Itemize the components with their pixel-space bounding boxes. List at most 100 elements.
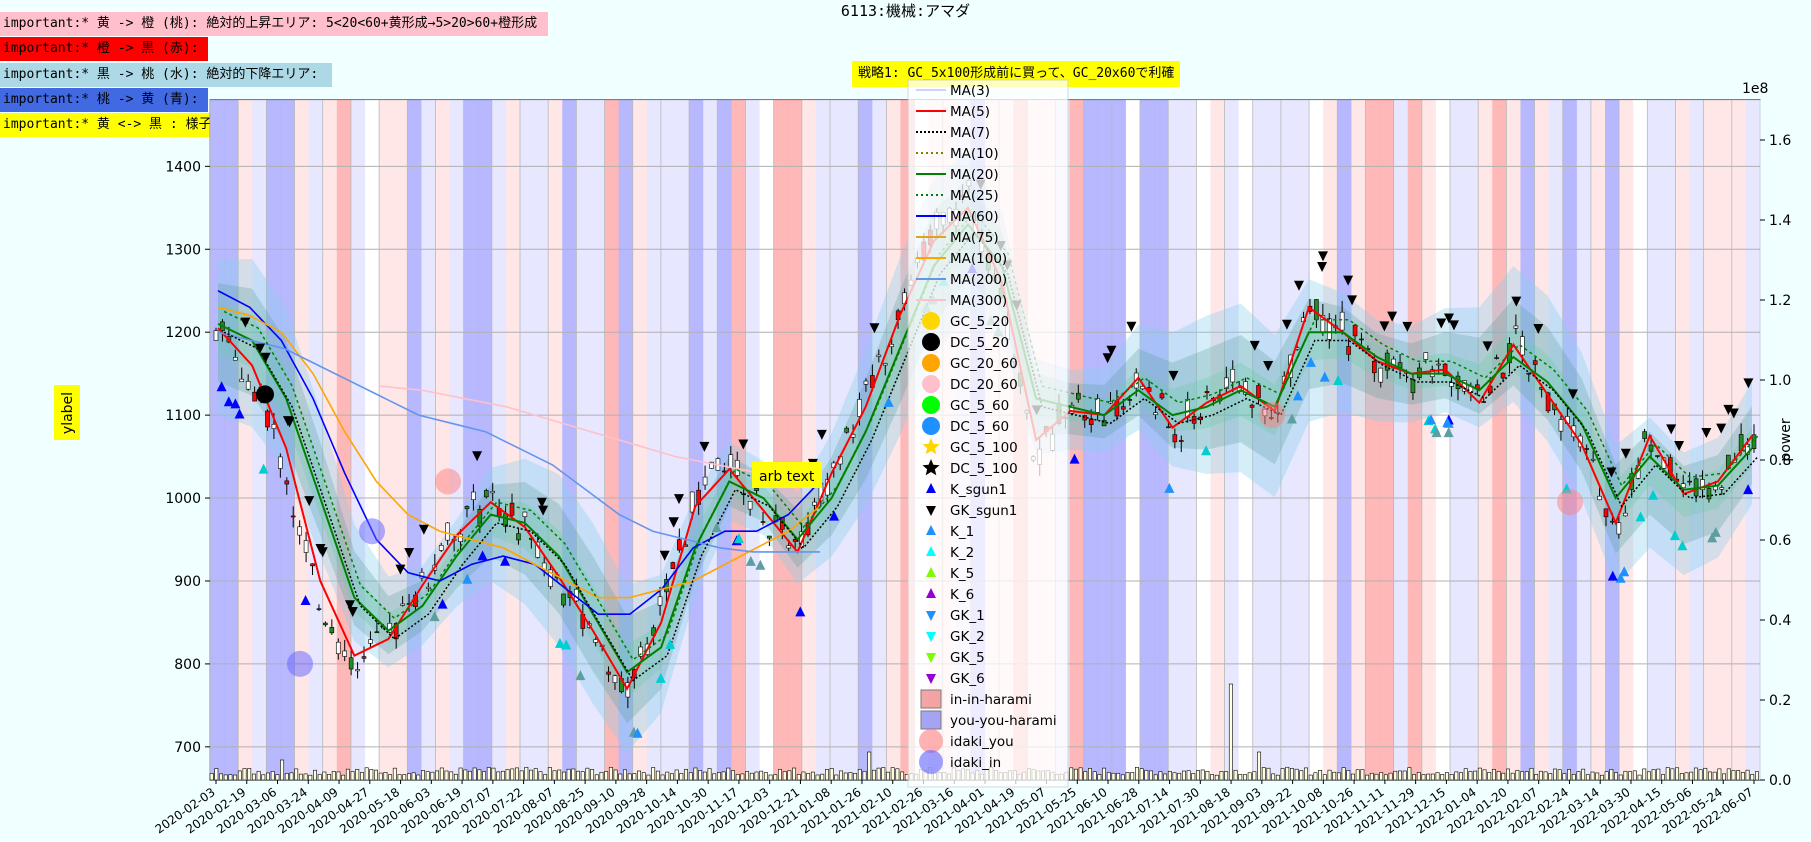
volume-bar: [1670, 768, 1675, 781]
gk-marker: [674, 494, 685, 505]
legend-label: DC_5_60: [950, 419, 1009, 435]
volume-bar: [1214, 774, 1219, 781]
volume-bar: [1299, 770, 1304, 781]
volume-bar: [1548, 773, 1553, 781]
volume-bar: [707, 768, 712, 781]
volume-bar: [1618, 774, 1623, 781]
volume-bar: [1379, 772, 1384, 781]
regime-band: [252, 100, 267, 780]
candle-body: [1230, 369, 1236, 383]
volume-bar: [256, 770, 261, 781]
volume-bar: [1196, 770, 1200, 781]
y2-tick-label: 0.6: [1769, 533, 1791, 549]
volume-bar: [1360, 769, 1365, 781]
k-marker: [1425, 414, 1436, 425]
candle-body: [400, 603, 405, 606]
gk-marker: [1511, 296, 1522, 307]
k-marker: [1710, 526, 1721, 537]
volume-bar: [510, 768, 515, 781]
regime-band: [1492, 100, 1507, 780]
regime-band: [1703, 100, 1719, 780]
volume-bar: [1149, 770, 1153, 781]
k-marker: [216, 381, 227, 392]
volume-bar: [374, 769, 378, 781]
candle-body: [426, 586, 431, 589]
legend-label: GK_5: [950, 650, 985, 666]
volume-bar: [298, 773, 303, 781]
y2-tick-label: 0.8: [1769, 453, 1791, 469]
volume-bar: [421, 770, 425, 781]
regime-band: [787, 100, 803, 780]
volume-bar: [519, 770, 524, 781]
candle-body: [1204, 391, 1210, 394]
legend-label: DC_5_20: [950, 335, 1009, 351]
regime-band: [1450, 100, 1465, 780]
ylabel-box: [54, 385, 80, 440]
regime-band: [350, 100, 366, 780]
volume-bar: [547, 767, 552, 781]
k-marker: [829, 510, 840, 521]
volume-bar: [1318, 769, 1323, 781]
volume-bar: [1308, 774, 1313, 781]
volume-bar: [1609, 769, 1614, 781]
volume-bar: [336, 771, 341, 781]
gk-marker: [1533, 323, 1544, 334]
idaki-marker: [1259, 402, 1285, 429]
volume-bar: [327, 774, 332, 781]
dc-5-20-marker: [256, 385, 274, 404]
note-2: important:* 橙 -> 黒 (赤):: [0, 37, 208, 61]
k-marker: [1619, 566, 1630, 577]
k-marker: [500, 555, 511, 566]
volume-bar: [1745, 769, 1750, 781]
k-marker: [230, 398, 241, 409]
volume-bar: [1153, 774, 1158, 781]
legend-swatch: [926, 546, 936, 556]
volume-bar: [1656, 768, 1661, 781]
volume-bar: [1717, 768, 1722, 781]
legend-swatch: [926, 632, 936, 642]
regime-band: [463, 100, 479, 780]
gk-marker: [255, 343, 266, 354]
regime-band: [1717, 100, 1733, 780]
legend-label: GK_1: [950, 608, 985, 624]
gk-marker: [1168, 370, 1179, 381]
volume-bar: [388, 774, 393, 781]
candle-body: [1584, 448, 1589, 450]
candle-body: [1121, 406, 1126, 410]
volume-bar: [876, 767, 881, 781]
regime-band: [1393, 100, 1409, 780]
regime-band: [1140, 100, 1155, 780]
legend-label: K_2: [950, 545, 974, 561]
volume-bar: [1106, 772, 1111, 781]
regime-band: [1365, 100, 1381, 780]
k-marker: [258, 463, 269, 474]
candle-body: [1339, 311, 1345, 331]
k-marker: [632, 727, 643, 738]
volume-bar: [1750, 774, 1755, 781]
legend-swatch: [926, 506, 936, 516]
volume-bar: [1600, 774, 1604, 781]
k-marker: [1319, 371, 1330, 382]
candle-body: [477, 508, 483, 527]
volume-bar: [486, 767, 491, 781]
candle-body: [625, 682, 631, 698]
volume-bar: [1482, 769, 1487, 781]
candle-body: [284, 480, 290, 485]
gk-marker: [1379, 321, 1390, 332]
y2-tick-label: 1.4: [1769, 213, 1791, 229]
legend-label: DC_20_60: [950, 377, 1018, 393]
volume-bar: [439, 767, 444, 781]
regime-band: [505, 100, 521, 780]
volume-bar: [1473, 770, 1478, 781]
volume-bar: [613, 769, 618, 781]
legend-label: K_1: [950, 524, 974, 540]
k-marker: [733, 533, 744, 544]
candle-body: [593, 639, 598, 643]
volume-bar: [1383, 774, 1388, 781]
volume-bar: [1693, 767, 1698, 781]
gk-marker: [1606, 467, 1617, 478]
y-tick-label: 1000: [165, 491, 201, 507]
k-marker: [1333, 375, 1344, 386]
legend-swatch: [922, 375, 940, 393]
candle-body: [1687, 480, 1692, 483]
